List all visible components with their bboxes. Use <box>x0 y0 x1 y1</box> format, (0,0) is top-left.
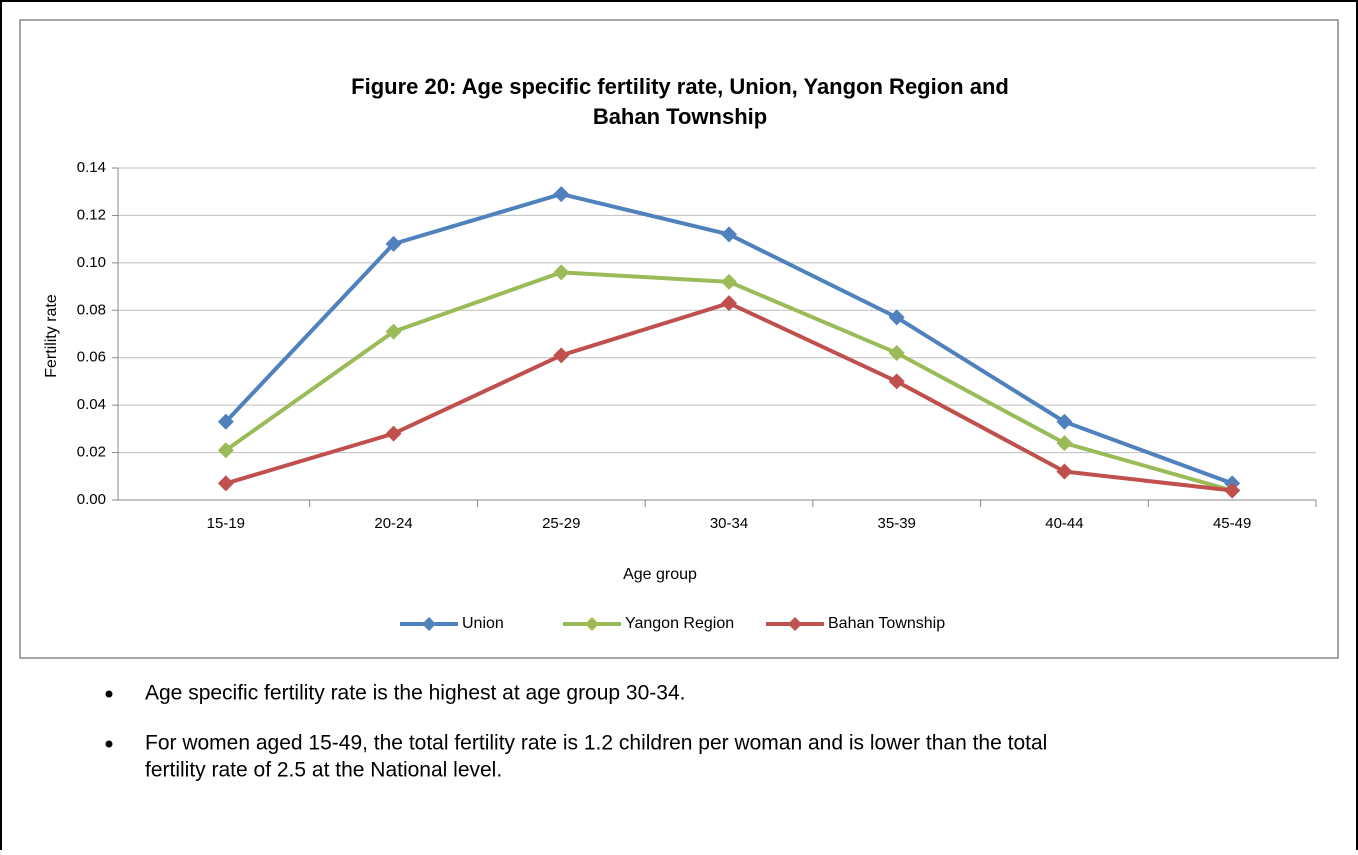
point-marker <box>217 442 234 459</box>
point-marker <box>217 413 234 430</box>
x-tick-label: 35-39 <box>878 515 916 532</box>
chart-border <box>19 19 1339 659</box>
point-marker <box>217 475 234 492</box>
point-marker <box>553 186 570 203</box>
legend-marker <box>422 617 436 631</box>
point-marker <box>385 323 402 340</box>
bullet-text: Age specific fertility rate is the highe… <box>145 682 685 705</box>
y-tick-label: 0.00 <box>77 491 106 508</box>
point-marker <box>385 235 402 252</box>
point-marker <box>385 425 402 442</box>
x-tick-label: 40-44 <box>1045 515 1083 532</box>
point-marker <box>721 295 737 312</box>
y-tick-label: 0.04 <box>77 396 106 413</box>
point-marker <box>1056 413 1073 430</box>
bullet <box>105 690 113 698</box>
y-tick-label: 0.02 <box>77 444 106 461</box>
legend-label: Bahan Township <box>828 615 945 632</box>
x-tick-label: 20-24 <box>374 515 412 532</box>
y-tick-label: 0.06 <box>77 349 106 366</box>
legend-label: Yangon Region <box>625 615 734 632</box>
legend-marker <box>585 617 599 631</box>
point-marker <box>888 309 905 326</box>
y-axis-label: Fertility rate <box>43 294 60 378</box>
bullet-text: For women aged 15-49, the total fertilit… <box>145 732 1047 755</box>
legend-marker <box>788 617 802 631</box>
chart-title: Bahan Township <box>593 104 767 129</box>
point-marker <box>553 347 570 364</box>
point-marker <box>888 344 905 361</box>
x-tick-label: 25-29 <box>542 515 580 532</box>
x-tick-label: 15-19 <box>207 515 245 532</box>
chart-title: Figure 20: Age specific fertility rate, … <box>351 74 1009 99</box>
x-tick-label: 45-49 <box>1213 515 1251 532</box>
point-marker <box>721 226 737 243</box>
x-axis-label: Age group <box>623 566 697 583</box>
y-tick-label: 0.10 <box>77 254 106 271</box>
point-marker <box>1056 463 1073 480</box>
point-marker <box>1056 435 1073 452</box>
bullet-text: fertility rate of 2.5 at the National le… <box>145 759 502 782</box>
y-tick-label: 0.08 <box>77 301 106 318</box>
x-tick-label: 30-34 <box>710 515 748 532</box>
y-tick-label: 0.12 <box>77 206 106 223</box>
y-tick-label: 0.14 <box>77 159 106 176</box>
point-marker <box>721 273 737 290</box>
point-marker <box>1224 482 1241 499</box>
legend-label: Union <box>462 615 504 632</box>
point-marker <box>888 373 905 390</box>
point-marker <box>553 264 570 281</box>
bullet <box>105 740 113 748</box>
